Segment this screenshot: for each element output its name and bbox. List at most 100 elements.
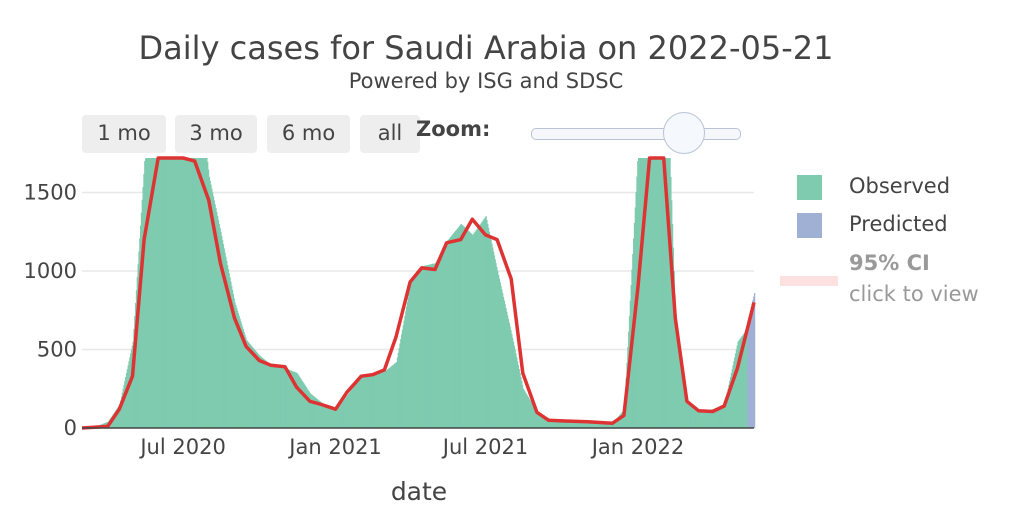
observed-bar: [396, 362, 398, 428]
observed-bar: [623, 409, 626, 428]
observed-bar: [725, 396, 728, 428]
observed-bar: [346, 396, 348, 428]
observed-bar: [701, 411, 704, 428]
observed-bar: [739, 338, 742, 428]
observed-bar: [341, 402, 343, 428]
range-button-3mo[interactable]: 3 mo: [175, 115, 257, 153]
observed-bar: [435, 261, 438, 428]
range-button-6mo[interactable]: 6 mo: [267, 115, 350, 153]
observed-bar: [455, 230, 457, 428]
legend-predicted[interactable]: Predicted: [849, 212, 948, 236]
observed-bar: [169, 158, 172, 428]
observed-bar: [513, 345, 515, 428]
observed-bar: [296, 373, 298, 428]
observed-bar: [439, 253, 442, 428]
observed-bar: [244, 334, 246, 428]
observed-bar: [362, 375, 365, 428]
observed-bar: [551, 418, 554, 428]
observed-bar: [275, 366, 278, 428]
observed-bar: [390, 366, 392, 428]
observed-bar: [617, 417, 619, 428]
observed-bar: [283, 367, 285, 428]
observed-bar: [294, 372, 296, 428]
observed-bar: [298, 375, 300, 428]
range-button-all[interactable]: all: [360, 115, 420, 153]
observed-bar: [693, 407, 695, 428]
observed-bar: [437, 258, 439, 428]
observed-bar: [288, 369, 290, 428]
observed-bar: [503, 300, 505, 428]
observed-bar: [391, 366, 393, 428]
observed-bar: [696, 410, 699, 428]
observed-bar: [445, 242, 447, 428]
observed-bar: [424, 265, 426, 428]
observed-bar: [156, 158, 158, 428]
observed-bar: [571, 420, 573, 428]
observed-bar: [620, 413, 622, 428]
observed-bar: [661, 158, 663, 428]
observed-bar: [386, 369, 389, 428]
observed-bar: [415, 274, 418, 428]
observed-bar: [209, 180, 211, 428]
observed-bar: [543, 415, 545, 428]
observed-bar: [391, 365, 394, 428]
observed-bar: [529, 399, 531, 428]
observed-bar: [495, 263, 497, 428]
zoom-slider-handle[interactable]: [663, 112, 705, 154]
observed-bar: [699, 412, 701, 428]
observed-bar: [715, 408, 717, 428]
observed-bar: [723, 404, 725, 428]
observed-bar: [225, 256, 227, 428]
observed-bar: [671, 200, 673, 428]
observed-bar: [144, 161, 146, 428]
observed-bar: [388, 368, 390, 428]
observed-bar: [175, 158, 177, 428]
observed-bar: [316, 398, 318, 428]
observed-bar: [347, 393, 350, 428]
legend-ci-subtitle[interactable]: click to view: [849, 282, 979, 306]
observed-bar: [667, 158, 669, 428]
observed-bar: [439, 255, 441, 428]
observed-bar: [319, 401, 322, 428]
observed-bar: [488, 231, 491, 428]
observed-bar: [350, 390, 352, 428]
legend-observed[interactable]: Observed: [849, 174, 951, 198]
legend-ci-title[interactable]: 95% CI: [849, 251, 930, 275]
observed-bar: [706, 410, 708, 428]
predicted-bar: [752, 300, 754, 428]
observed-bar: [157, 158, 159, 428]
observed-bar: [525, 392, 527, 428]
observed-bar: [183, 158, 185, 428]
observed-bar: [563, 420, 565, 428]
observed-bar: [125, 373, 128, 428]
observed-bar: [531, 403, 534, 428]
observed-bar: [279, 367, 281, 428]
observed-bar: [186, 158, 188, 428]
observed-bar: [610, 423, 612, 428]
observed-bar: [174, 158, 177, 428]
observed-bar: [292, 371, 294, 428]
observed-bar: [161, 158, 163, 428]
observed-bar: [497, 274, 500, 428]
observed-bar: [234, 302, 236, 428]
observed-bar: [440, 252, 443, 428]
observed-bar: [606, 422, 608, 428]
zoom-slider-track[interactable]: [531, 128, 741, 140]
observed-bar: [486, 220, 488, 428]
observed-bar: [113, 413, 115, 428]
observed-bar: [315, 398, 317, 428]
observed-bar: [494, 259, 496, 428]
observed-bar: [662, 158, 665, 428]
x-tick-label: Jan 2022: [590, 435, 685, 459]
observed-bar: [359, 378, 361, 428]
observed-bar: [378, 373, 380, 428]
observed-bar: [459, 224, 462, 428]
observed-bar: [468, 231, 471, 428]
observed-bar: [417, 272, 419, 428]
observed-bar: [261, 357, 264, 428]
observed-bar: [141, 199, 143, 428]
observed-bar: [664, 158, 666, 428]
range-button-1mo[interactable]: 1 mo: [82, 115, 166, 153]
observed-bar: [483, 218, 486, 428]
observed-bar: [738, 340, 740, 428]
